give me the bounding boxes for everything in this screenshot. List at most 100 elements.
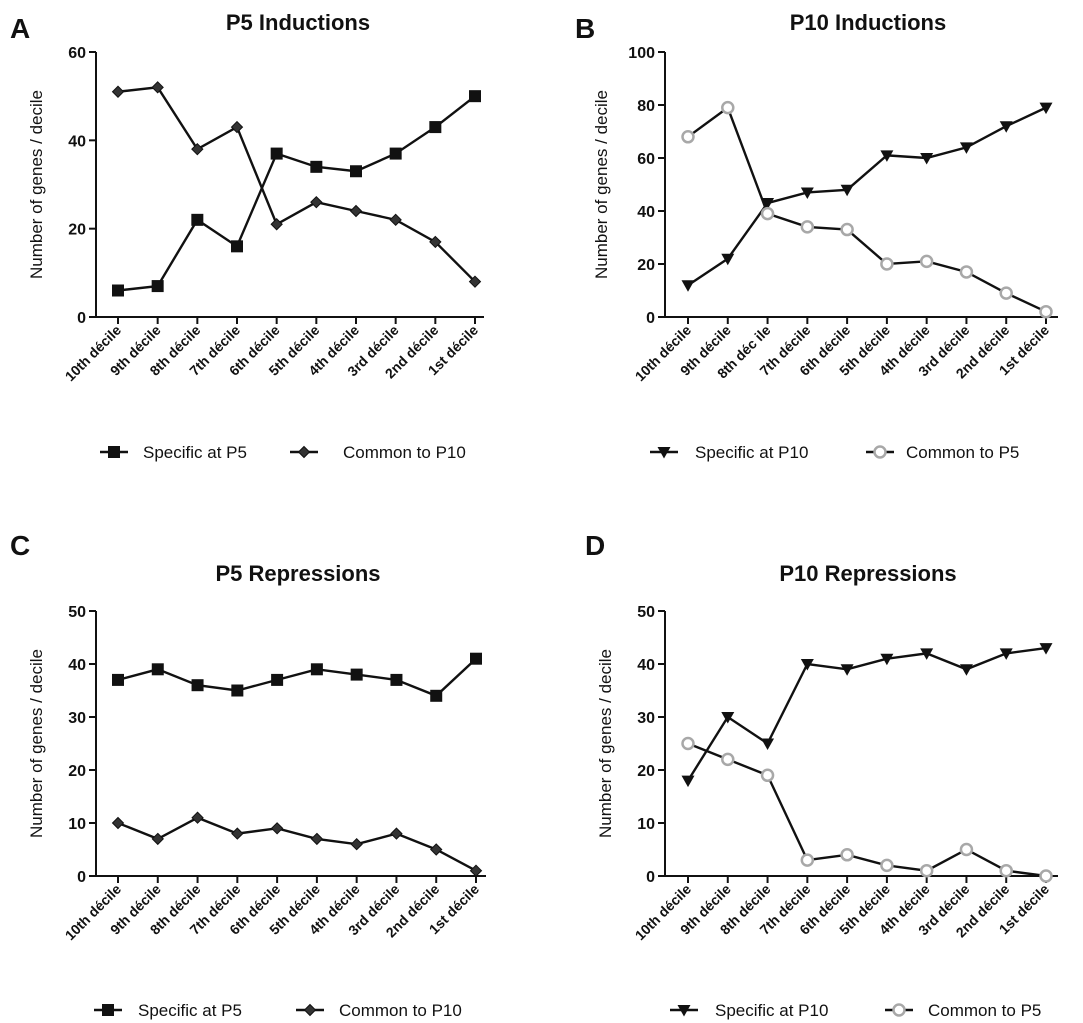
panel-c-y-tick-label: 20 [68,763,86,780]
panel-c-legend-label: Specific at P5 [138,1001,242,1020]
panel-d-series-2-point [1039,869,1053,883]
panel-b-series-1-point [840,184,854,197]
panel-c-y-tick-label: 30 [68,710,86,727]
panel-d-series-2-point [760,768,775,783]
panel-c-series-1-point [231,684,244,697]
panel-b-y-axis-title: Number of genes / decile [592,90,611,279]
panel-b-legend-marker [657,447,671,459]
panel-a-series-2-point [349,204,363,218]
panel-a-legend-marker [108,446,120,458]
panel-a-series-1-point [469,90,481,103]
panel-b-legend-item-2: Common to P5 [866,443,1019,462]
panel-a-series-1-point [112,284,124,297]
panel-a-series-2-point [429,235,442,249]
panel-c: C P5 Repressions Number of genes / decile 0… [10,530,486,1020]
panel-c-series-1-point [390,673,403,686]
panel-a-series-2-point [468,275,482,288]
panel-b-legend-label: Specific at P10 [695,443,808,462]
panel-d-series-1-point [800,659,814,671]
panel-a-series-2-point [389,213,402,227]
panel-d-series-1-point [880,653,894,666]
panel-d-series-1-line [686,646,1047,782]
panel-c-series-2-point [191,811,204,824]
panel-c-series-1-point [430,689,443,702]
panel-c-series-2-point [310,832,324,846]
panel-b-series-1-point [880,150,894,162]
panel-d-y-tick-label: 30 [637,710,655,727]
panel-b-series-1-point [721,253,735,266]
panel-d-series-1-point [840,664,854,676]
panel-d-y-tick-label: 50 [637,604,655,621]
panel-c-y-tick-label: 40 [68,657,86,674]
panel-c-series-2-point [469,864,483,877]
panel-a-series-2-point [151,81,164,94]
panel-a: A P5 Inductions Number of genes / decile 0 2… [10,10,484,462]
panel-b-y-tick-label: 60 [637,151,655,168]
panel-b: B P10 Inductions Number of genes / decile 0… [575,10,1058,462]
panel-a-series-1-line [117,95,476,292]
panel-a-legend-label: Specific at P5 [143,443,247,462]
panel-b-letter: B [575,13,595,44]
panel-d-series-2-point [880,858,894,873]
panel-c-series-1-line [117,657,477,698]
panel-c-y-tick-label: 50 [68,604,86,621]
panel-c-series-2-point [151,832,164,846]
panel-c-series-1-point [191,679,204,692]
panel-a-series-1-point [389,147,402,160]
panel-b-series-2-point [721,100,735,115]
panel-d-series-2-point [959,842,974,857]
panel-c-y-tick-label: 10 [68,816,86,833]
panel-d-series-2-point [721,752,735,767]
panel-a-series-1-point [270,147,283,160]
panel-a-legend-item-2: Common to P10 [290,443,466,462]
panel-c-y-axis-title: Number of genes / decile [27,649,46,838]
panel-b-y-tick-label: 40 [637,204,655,221]
panel-a-y-tick-label: 60 [68,45,86,62]
panel-b-series-2-point [681,130,695,144]
panel-d-series-1-point [959,664,973,676]
panel-b-y-tick-label: 100 [628,45,655,62]
panel-b-series-2-point [959,265,974,279]
panel-b-title: P10 Inductions [790,10,946,35]
panel-d-series-2-point [840,848,854,862]
panel-c-series-2-point [390,827,403,840]
panel-d-letter: D [585,530,605,561]
panel-a-series-2-point [270,218,283,231]
panel-b-series-1-point [920,153,934,165]
panel-b-series-2-point [840,222,854,237]
panel-c-series-2-point [231,827,244,840]
panel-d-legend-marker [677,1005,691,1017]
panel-c-y-tick-label: 0 [77,869,86,886]
panel-c-legend-item-2: Common to P10 [296,1001,462,1020]
panel-d: D P10 Repressions Number of genes / decile… [585,530,1058,1020]
panel-d-series-2-point [999,863,1013,878]
panel-b-series-2-point [760,206,775,221]
panel-b-series-2-point [1039,304,1053,319]
panel-b-series-2-point [999,286,1013,300]
panel-b-legend-label: Common to P5 [906,443,1019,462]
panel-c-series-2-point [430,843,443,856]
panel-c-series-1-point [350,668,363,681]
panel-d-series-2-point [800,853,815,867]
panel-b-legend-item-1: Specific at P10 [650,443,808,462]
panel-a-series-1-point [191,213,204,226]
panel-b-series-2-point [800,220,815,234]
panel-a-title: P5 Inductions [226,10,370,35]
panel-a-series-2-point [191,142,204,156]
panel-a-series-1-point [151,280,164,293]
panel-a-y-tick-label: 40 [68,133,86,150]
panel-d-legend-label: Specific at P10 [715,1001,828,1020]
panel-a-y-axis-title: Number of genes / decile [27,90,46,279]
panel-a-series-2-point [111,85,125,98]
panel-d-y-tick-label: 20 [637,763,655,780]
panel-c-series-2-point [350,837,363,851]
panel-c-series-2-point [270,822,284,835]
panel-b-series-2-line [687,105,1047,313]
panel-c-title: P5 Repressions [215,561,380,586]
panel-c-series-1-point [151,663,164,676]
panel-b-series-2-point [919,254,934,269]
panel-d-series-1-point [681,775,695,788]
panel-c-legend-item-1: Specific at P5 [94,1001,242,1020]
panel-d-series-2-point [681,736,695,751]
